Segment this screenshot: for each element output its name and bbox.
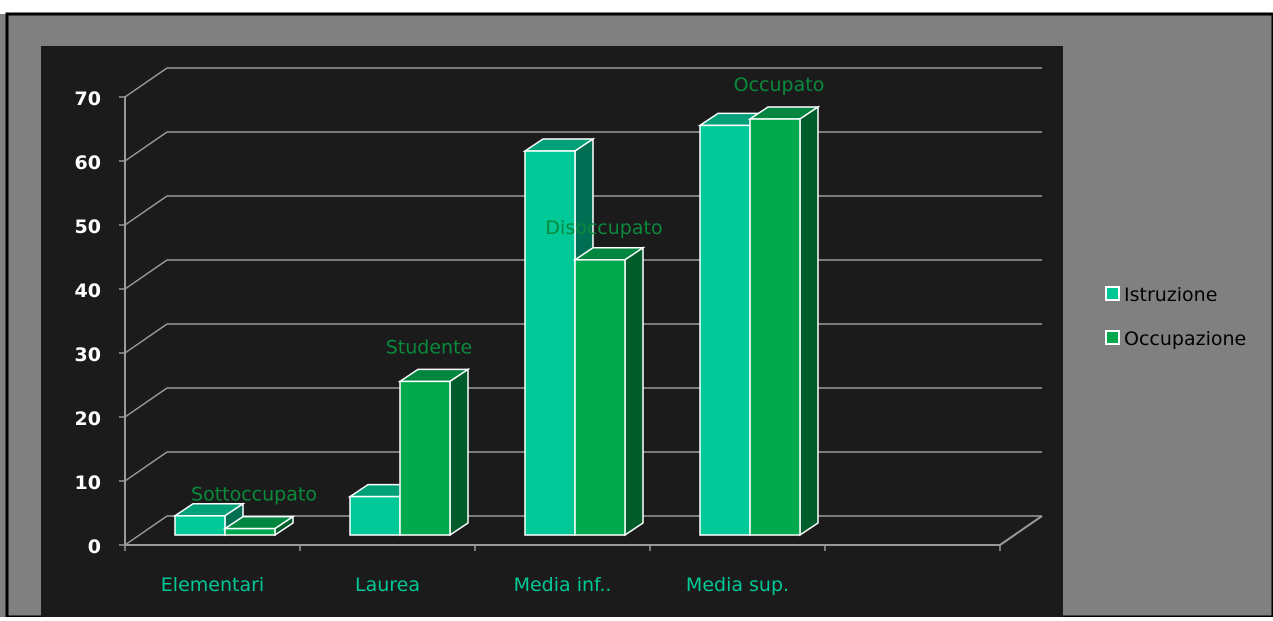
grid-diagonal bbox=[124, 195, 168, 226]
y-tick-label: 30 bbox=[75, 344, 101, 366]
grid-diagonal bbox=[124, 131, 168, 162]
bar-istruzione bbox=[349, 495, 401, 536]
grid-diagonal bbox=[124, 387, 168, 418]
legend-label: Occupazione bbox=[1124, 328, 1246, 350]
y-tick-label: 40 bbox=[75, 280, 101, 302]
x-tick-label: Elementari bbox=[161, 574, 264, 596]
bar-occupazione-side bbox=[799, 105, 819, 537]
legend-swatch bbox=[1105, 286, 1120, 301]
y-tick-label: 60 bbox=[75, 152, 101, 174]
legend-label: Istruzione bbox=[1124, 284, 1217, 306]
x-tick-label: Media sup. bbox=[686, 574, 789, 596]
bar-occupazione bbox=[749, 118, 801, 536]
data-annotation: Sottoccupato bbox=[191, 484, 317, 506]
bar-istruzione bbox=[174, 515, 226, 536]
bar-occupazione bbox=[574, 259, 626, 536]
grid-diagonal bbox=[124, 323, 168, 354]
bar-istruzione bbox=[524, 150, 576, 536]
bar-occupazione bbox=[224, 527, 276, 536]
top-margin bbox=[0, 0, 1273, 14]
grid-diagonal bbox=[124, 259, 168, 290]
grid-diagonal bbox=[124, 515, 168, 546]
data-annotation: Studente bbox=[386, 336, 472, 358]
data-annotation: Disoccupato bbox=[545, 217, 662, 239]
bar-istruzione bbox=[699, 124, 751, 536]
data-annotation: Occupato bbox=[734, 74, 825, 96]
y-tick-label: 50 bbox=[75, 216, 101, 238]
x-tick-label: Laurea bbox=[355, 574, 420, 596]
x-axis-depth bbox=[999, 515, 1043, 546]
bar-occupazione bbox=[399, 380, 451, 536]
y-tick-label: 20 bbox=[75, 408, 101, 430]
grid-diagonal bbox=[124, 67, 168, 98]
legend-swatch bbox=[1105, 330, 1120, 345]
grid-diagonal bbox=[124, 451, 168, 482]
y-tick-label: 10 bbox=[75, 472, 101, 494]
bar-occupazione-side bbox=[624, 246, 644, 537]
bar-occupazione-side bbox=[449, 367, 469, 537]
y-tick-label: 70 bbox=[75, 88, 101, 110]
y-tick-label: 0 bbox=[88, 536, 101, 558]
x-tick-label: Media inf.. bbox=[514, 574, 612, 596]
